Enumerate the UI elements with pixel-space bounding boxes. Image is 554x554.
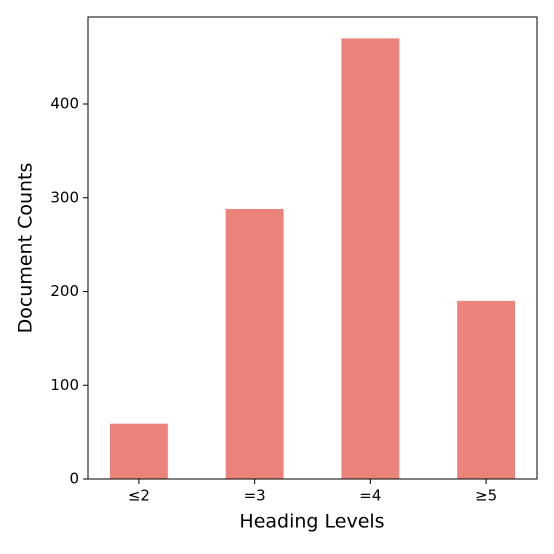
y-tick-label: 0 [69,470,79,488]
x-tick-label: =3 [244,487,266,505]
x-tick-label: =4 [359,487,381,505]
y-axis-title: Document Counts [15,163,37,334]
y-tick-label: 100 [50,376,79,394]
y-tick-label: 200 [50,282,79,300]
x-tick-label: ≥5 [475,487,497,505]
plot-frame [87,16,538,480]
bar [225,209,284,479]
bar [457,300,516,479]
bar [341,38,400,479]
x-axis-title: Heading Levels [239,511,384,533]
y-tick-label: 300 [50,188,79,206]
y-tick-label: 400 [50,95,79,113]
x-tick-label: ≤2 [128,487,150,505]
bar [109,423,168,479]
